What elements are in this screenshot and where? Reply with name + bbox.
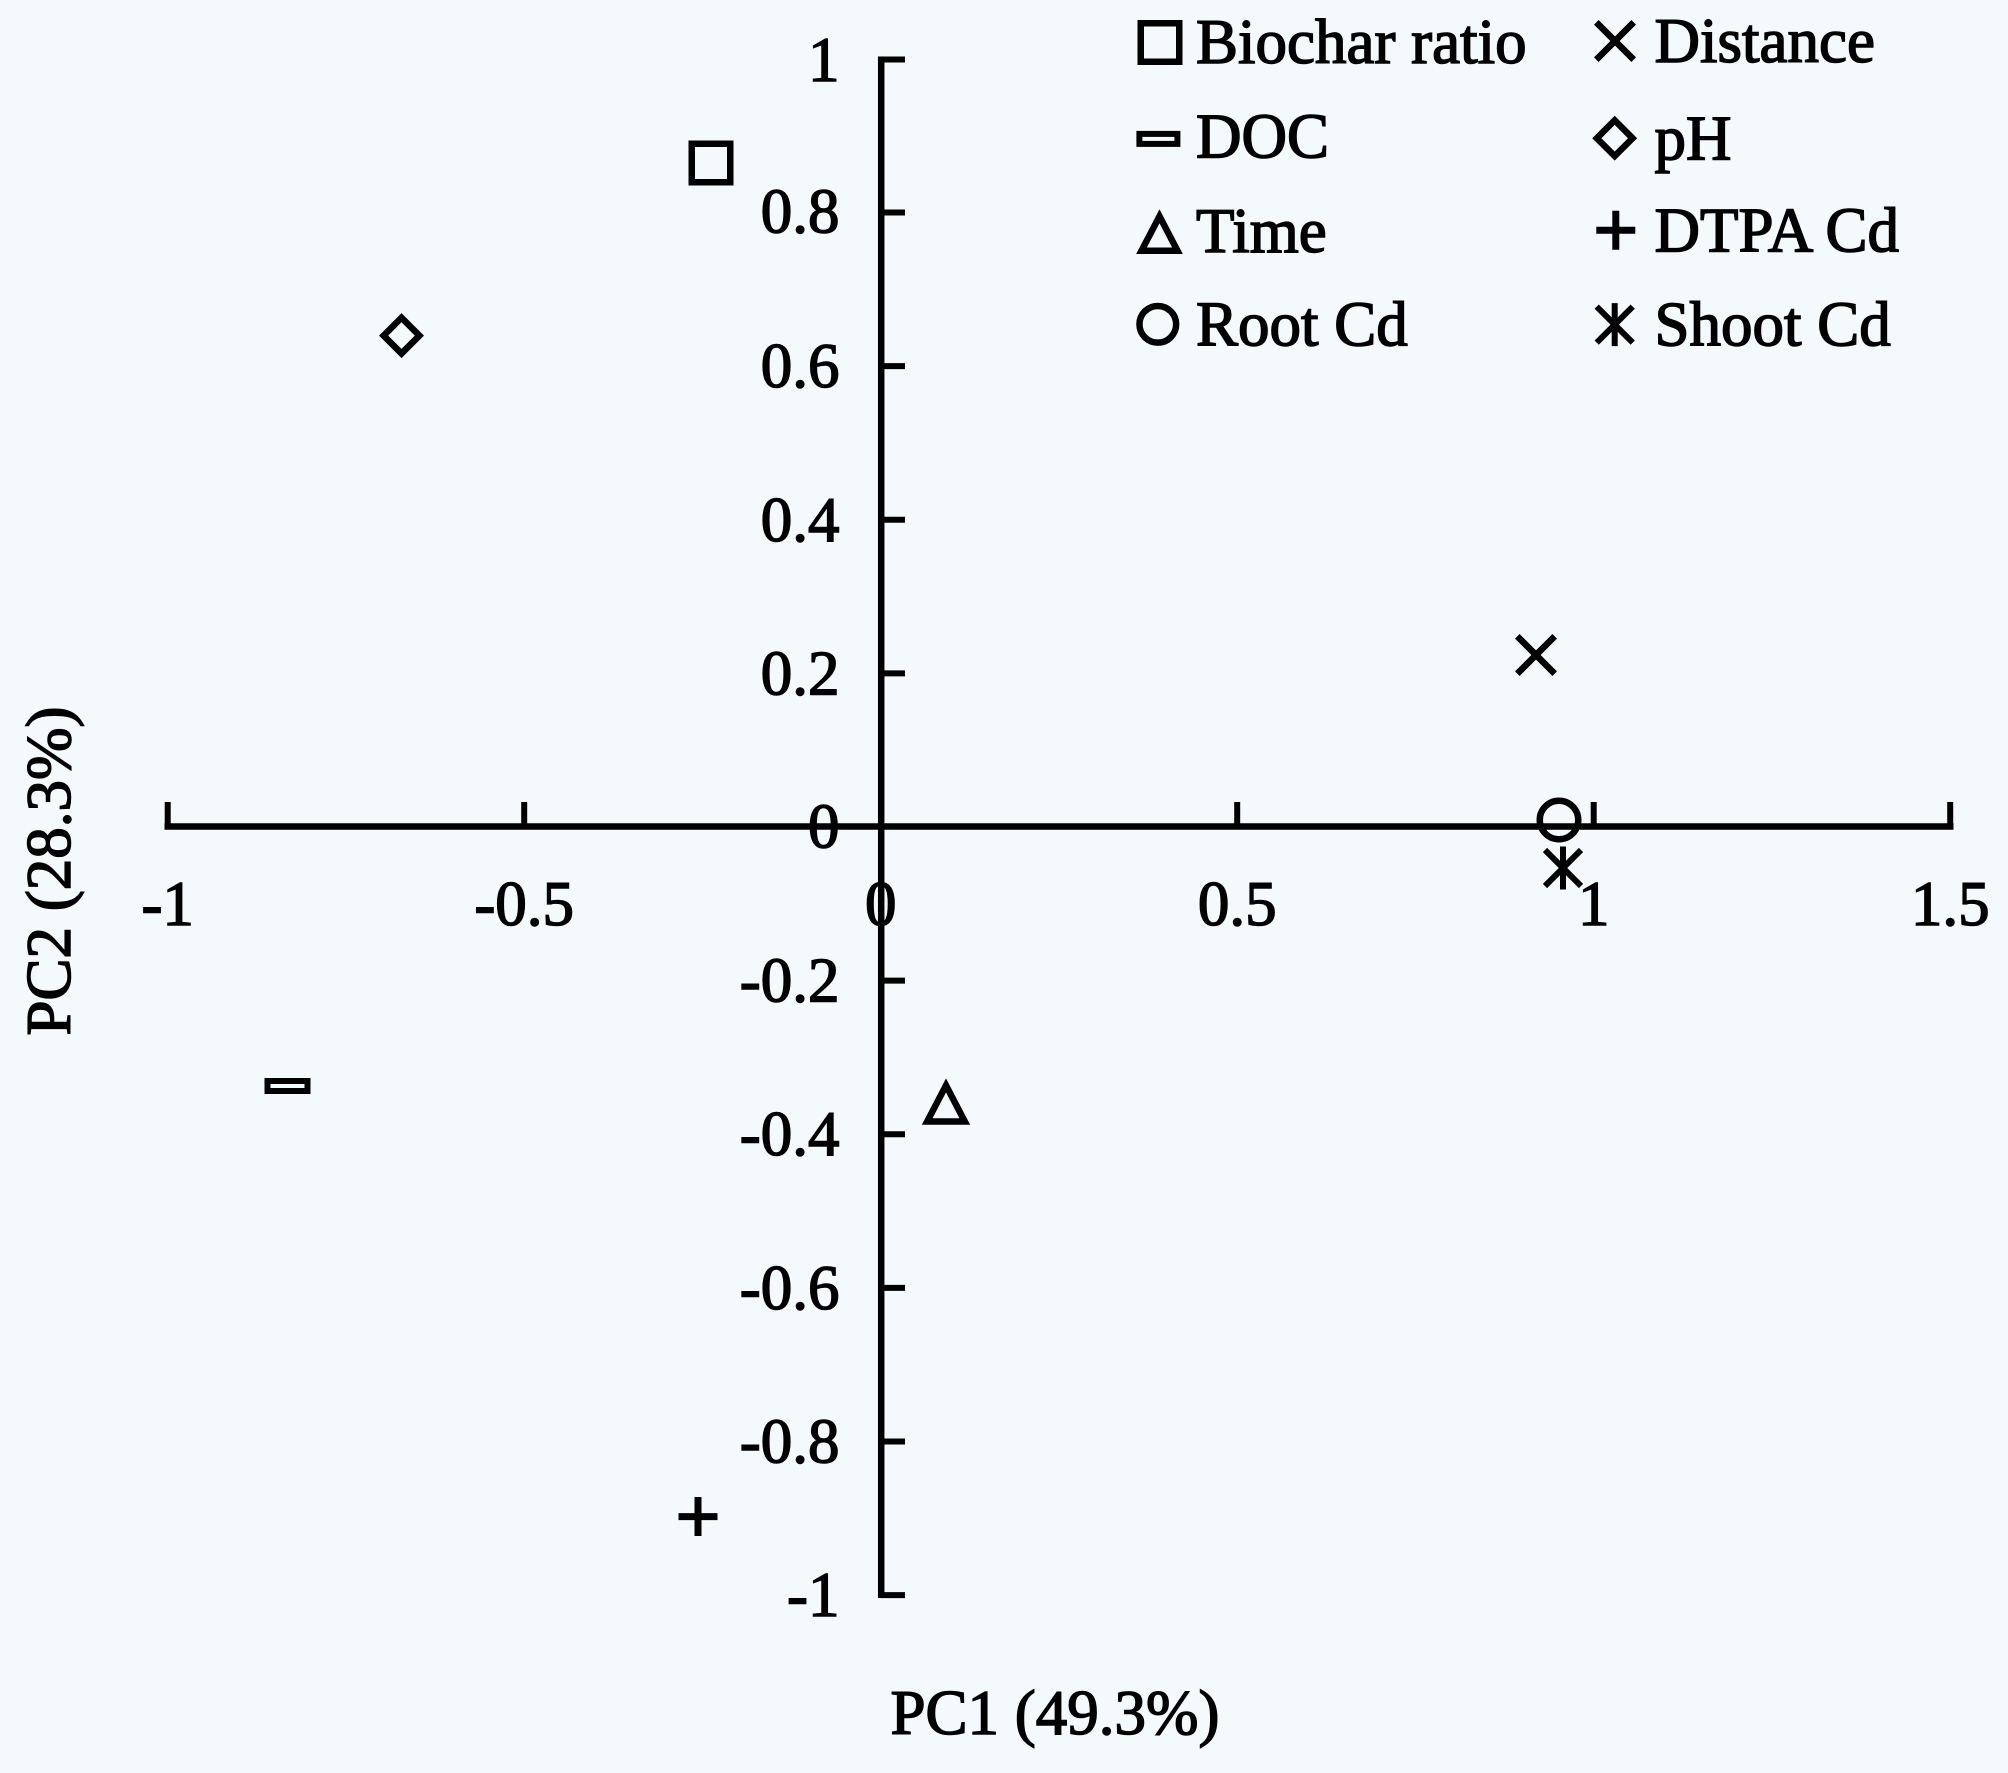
svg-text:1: 1 (808, 25, 840, 95)
svg-text:-1: -1 (787, 1560, 839, 1630)
svg-text:Time: Time (1196, 196, 1327, 266)
svg-text:Root Cd: Root Cd (1196, 290, 1408, 360)
svg-text:0.8: 0.8 (761, 177, 840, 247)
svg-text:0.6: 0.6 (761, 331, 840, 401)
svg-text:1: 1 (1578, 869, 1610, 939)
svg-text:-1: -1 (141, 869, 193, 939)
svg-text:-0.5: -0.5 (474, 869, 574, 939)
svg-text:-0.6: -0.6 (740, 1253, 840, 1323)
svg-text:DOC: DOC (1196, 102, 1329, 172)
svg-text:pH: pH (1655, 104, 1732, 174)
svg-text:0: 0 (865, 869, 897, 939)
svg-text:PC1 (49.3%): PC1 (49.3%) (891, 1678, 1220, 1748)
svg-text:Biochar ratio: Biochar ratio (1196, 7, 1527, 77)
svg-text:-0.8: -0.8 (740, 1407, 840, 1477)
svg-text:0.2: 0.2 (761, 639, 840, 709)
svg-text:Shoot Cd: Shoot Cd (1655, 290, 1891, 360)
svg-text:-0.2: -0.2 (740, 946, 840, 1016)
svg-text:0.5: 0.5 (1198, 869, 1277, 939)
svg-text:0.4: 0.4 (761, 485, 840, 555)
svg-text:DTPA Cd: DTPA Cd (1655, 196, 1900, 266)
svg-text:Distance: Distance (1655, 6, 1875, 76)
svg-text:1.5: 1.5 (1911, 869, 1990, 939)
svg-text:PC2 (28.3%): PC2 (28.3%) (14, 707, 84, 1036)
svg-text:-0.4: -0.4 (740, 1099, 840, 1169)
svg-text:0: 0 (808, 792, 840, 862)
